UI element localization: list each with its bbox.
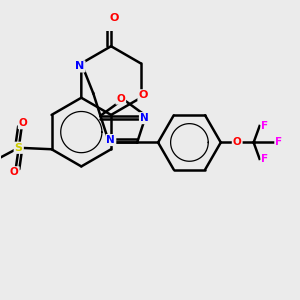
Text: F: F bbox=[261, 121, 268, 131]
Text: O: O bbox=[116, 94, 125, 103]
Text: O: O bbox=[110, 13, 119, 23]
Text: F: F bbox=[261, 154, 268, 164]
Text: O: O bbox=[233, 137, 242, 148]
Text: F: F bbox=[275, 137, 283, 148]
Text: O: O bbox=[139, 90, 148, 100]
Text: N: N bbox=[106, 135, 115, 145]
Text: N: N bbox=[75, 61, 85, 71]
Text: S: S bbox=[15, 143, 23, 153]
Text: O: O bbox=[10, 167, 19, 177]
Text: N: N bbox=[140, 113, 149, 123]
Text: O: O bbox=[19, 118, 28, 128]
